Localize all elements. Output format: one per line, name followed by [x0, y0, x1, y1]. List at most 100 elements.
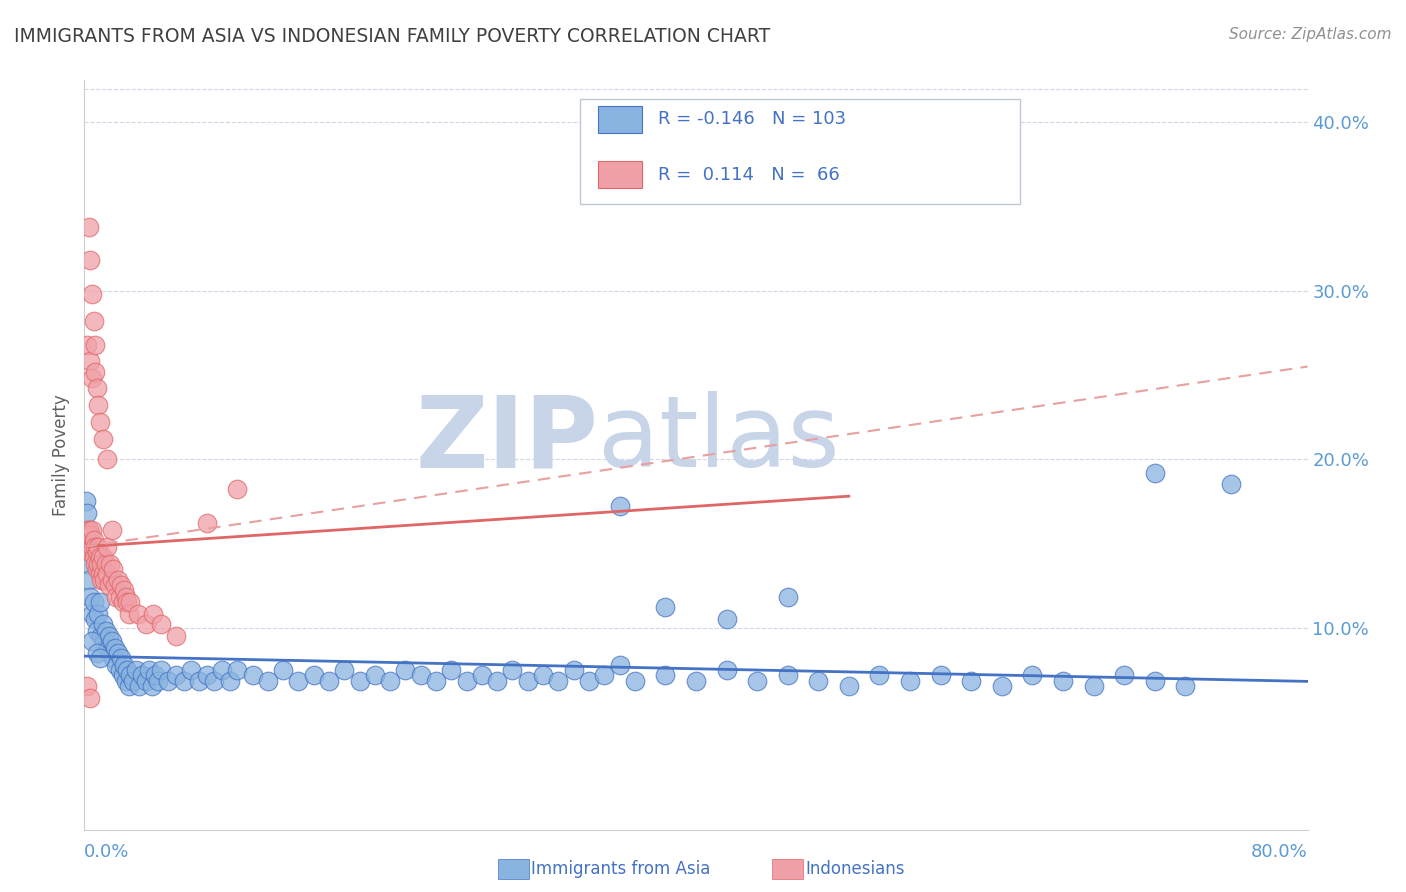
Point: [91, 617, 114, 632]
Text: atlas: atlas: [598, 392, 839, 489]
Point: [108, 591, 131, 605]
Point: [165, 629, 187, 643]
Point: [838, 680, 860, 694]
Point: [364, 667, 387, 681]
Point: [94, 557, 117, 571]
Text: R =  0.114   N =  66: R = 0.114 N = 66: [658, 166, 839, 184]
Point: [1220, 477, 1243, 491]
Point: [122, 674, 145, 689]
Point: [226, 483, 249, 497]
Point: [98, 557, 121, 571]
Point: [110, 578, 132, 592]
Point: [128, 680, 150, 694]
Point: [108, 663, 131, 677]
Point: [562, 663, 585, 677]
Point: [86, 381, 108, 395]
Point: [149, 617, 172, 632]
Point: [486, 674, 509, 689]
Point: [94, 624, 117, 638]
Point: [75, 540, 97, 554]
Point: [89, 595, 111, 609]
Point: [143, 667, 166, 681]
Point: [271, 663, 294, 677]
Point: [76, 506, 98, 520]
Text: R = -0.146   N = 103: R = -0.146 N = 103: [658, 111, 846, 128]
Point: [440, 663, 463, 677]
Point: [869, 667, 891, 681]
Point: [86, 545, 108, 559]
Point: [1143, 674, 1166, 689]
Point: [76, 337, 98, 351]
Text: 80.0%: 80.0%: [1251, 843, 1308, 861]
Point: [104, 578, 127, 592]
Point: [380, 674, 402, 689]
Point: [76, 557, 98, 571]
Point: [991, 680, 1014, 694]
Point: [118, 607, 141, 621]
Point: [516, 674, 538, 689]
Point: [960, 674, 983, 689]
Point: [101, 634, 124, 648]
Point: [1083, 680, 1105, 694]
Point: [114, 674, 136, 689]
Point: [578, 674, 600, 689]
Point: [96, 640, 118, 655]
Point: [111, 595, 134, 609]
Point: [86, 561, 108, 575]
Point: [257, 674, 280, 689]
Point: [107, 574, 129, 588]
Point: [79, 253, 101, 268]
Point: [114, 591, 136, 605]
Point: [86, 646, 108, 660]
Point: [107, 646, 129, 660]
Point: [83, 533, 105, 547]
Point: [141, 680, 163, 694]
Point: [776, 667, 799, 681]
Point: [89, 415, 111, 429]
Point: [79, 591, 101, 605]
Point: [165, 667, 187, 681]
Point: [84, 365, 107, 379]
Point: [91, 549, 114, 564]
Point: [226, 663, 249, 677]
Point: [104, 640, 127, 655]
Point: [716, 612, 738, 626]
Point: [89, 549, 111, 564]
Point: [146, 674, 169, 689]
Point: [75, 494, 97, 508]
Point: [76, 540, 98, 554]
Text: ZIP: ZIP: [415, 392, 598, 489]
Point: [103, 650, 125, 665]
Text: Indonesians: Indonesians: [806, 860, 905, 878]
Point: [77, 523, 100, 537]
Point: [83, 549, 105, 564]
Point: [111, 667, 134, 681]
Point: [138, 663, 160, 677]
Point: [349, 674, 371, 689]
Point: [96, 540, 118, 554]
Point: [87, 398, 110, 412]
Point: [218, 674, 240, 689]
Point: [1052, 674, 1074, 689]
Point: [471, 667, 494, 681]
Text: IMMIGRANTS FROM ASIA VS INDONESIAN FAMILY POVERTY CORRELATION CHART: IMMIGRANTS FROM ASIA VS INDONESIAN FAMIL…: [14, 27, 770, 45]
Point: [202, 674, 225, 689]
Point: [195, 667, 218, 681]
Point: [87, 540, 110, 554]
Point: [898, 674, 921, 689]
Text: Source: ZipAtlas.com: Source: ZipAtlas.com: [1229, 27, 1392, 42]
Point: [91, 432, 114, 446]
Text: Immigrants from Asia: Immigrants from Asia: [531, 860, 711, 878]
Point: [79, 691, 101, 706]
Point: [716, 663, 738, 677]
Point: [807, 674, 830, 689]
Point: [112, 583, 135, 598]
Y-axis label: Family Poverty: Family Poverty: [52, 394, 70, 516]
Point: [531, 667, 554, 681]
Point: [318, 674, 340, 689]
Point: [456, 674, 478, 689]
Point: [425, 674, 447, 689]
Point: [84, 540, 107, 554]
Point: [188, 674, 211, 689]
Point: [80, 287, 103, 301]
